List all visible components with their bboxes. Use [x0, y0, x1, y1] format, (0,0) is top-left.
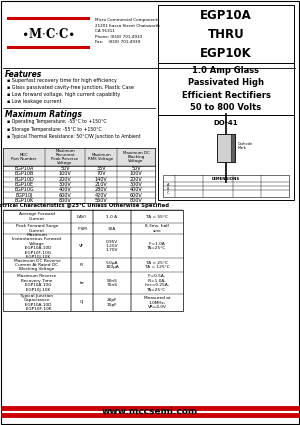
Text: C: C: [167, 191, 169, 195]
Text: EGP10E: EGP10E: [14, 182, 34, 187]
Text: IF=0.5A,
IR=1.0A,
Irec=0.25A,
TA=25°C: IF=0.5A, IR=1.0A, Irec=0.25A, TA=25°C: [144, 274, 169, 292]
Text: EGP10B: EGP10B: [14, 171, 34, 176]
Text: 20pF
15pF: 20pF 15pF: [107, 298, 117, 307]
Bar: [3, 210, 183, 311]
Text: 200V: 200V: [130, 177, 142, 182]
Text: DO-41: DO-41: [214, 120, 238, 126]
Bar: [217, 134, 235, 162]
Bar: [3, 234, 183, 258]
Text: 100V: 100V: [130, 171, 142, 176]
Text: 600V: 600V: [130, 193, 142, 198]
Text: Electrical Characteristics @25°C Unless Otherwise Specified: Electrical Characteristics @25°C Unless …: [0, 203, 169, 208]
Text: 300V: 300V: [58, 182, 71, 187]
Text: Average Forward
Current: Average Forward Current: [19, 212, 55, 221]
Text: Micro Commercial Components
21201 Itasca Street Chatsworth
CA 91311
Phone: (818): Micro Commercial Components 21201 Itasca…: [95, 18, 160, 44]
Text: 600V: 600V: [58, 193, 71, 198]
Text: EGP10A
THRU
EGP10K: EGP10A THRU EGP10K: [200, 8, 252, 60]
Bar: [158, 5, 294, 63]
Text: 1.0 Amp Glass
Passivated High
Efficient Rectifiers
50 to 800 Volts: 1.0 Amp Glass Passivated High Efficient …: [182, 66, 270, 112]
Text: 140V: 140V: [94, 177, 107, 182]
Text: Maximum
Instantaneous Forward
Voltage
  EGP10A-10D
  EGP10F-10G
  EGP10J-10K: Maximum Instantaneous Forward Voltage EG…: [13, 233, 61, 259]
Text: I(AV): I(AV): [77, 215, 87, 218]
Text: 5.0μA
100μA: 5.0μA 100μA: [105, 261, 119, 269]
Text: Features: Features: [5, 70, 42, 79]
Bar: [3, 272, 183, 294]
Text: Maximum DC Reverse
Current At Rated DC
Blocking Voltage: Maximum DC Reverse Current At Rated DC B…: [14, 258, 60, 272]
Text: 1.0 A: 1.0 A: [106, 215, 118, 218]
Bar: [3, 148, 155, 203]
Text: TA = 55°C: TA = 55°C: [146, 215, 168, 218]
Text: EGP10J: EGP10J: [15, 193, 33, 198]
Text: www.mccsemi.com: www.mccsemi.com: [102, 407, 198, 416]
Text: MCC
Part Number: MCC Part Number: [11, 153, 37, 161]
Text: 50nS
75nS: 50nS 75nS: [106, 279, 117, 287]
Text: Typical Junction
Capacitance
  EGP10A-10D
  EGP10F-10K: Typical Junction Capacitance EGP10A-10D …: [20, 294, 54, 311]
Text: EGP10K: EGP10K: [14, 198, 34, 203]
Text: 50V: 50V: [60, 166, 70, 171]
Text: A: A: [167, 183, 169, 187]
Text: Cathode
Mark: Cathode Mark: [238, 142, 253, 150]
Text: ▪ Superfast recovery time for high efficiency: ▪ Superfast recovery time for high effic…: [7, 78, 117, 83]
Text: Peak Forward Surge
Current: Peak Forward Surge Current: [16, 224, 58, 233]
Text: 0.95V
1.25V
1.70V: 0.95V 1.25V 1.70V: [106, 240, 118, 252]
Text: 35V: 35V: [96, 166, 106, 171]
Text: EGP10D: EGP10D: [14, 177, 34, 182]
Text: 70V: 70V: [96, 171, 106, 176]
Text: $\bullet$M$\cdot$C$\cdot$C$\bullet$: $\bullet$M$\cdot$C$\cdot$C$\bullet$: [21, 26, 75, 40]
Text: Maximum DC
Blocking
Voltage: Maximum DC Blocking Voltage: [123, 151, 149, 163]
Text: ▪ Storage Temperature: -55°C to +150°C: ▪ Storage Temperature: -55°C to +150°C: [7, 127, 102, 131]
Text: 400V: 400V: [58, 187, 71, 192]
Text: ▪ Typical Thermal Resistance: 50°C/W Junction to Ambient: ▪ Typical Thermal Resistance: 50°C/W Jun…: [7, 134, 140, 139]
Text: ▪ Operating Temperature: -55°C to +150°C: ▪ Operating Temperature: -55°C to +150°C: [7, 119, 106, 124]
Bar: [3, 182, 155, 187]
Text: B: B: [167, 187, 169, 191]
Text: 30A: 30A: [108, 227, 116, 230]
Text: 280V: 280V: [94, 187, 107, 192]
Text: ▪ Low forward voltage, high current capability: ▪ Low forward voltage, high current capa…: [7, 92, 120, 97]
Text: DIMENSIONS: DIMENSIONS: [212, 177, 240, 181]
Text: Maximum
RMS Voltage: Maximum RMS Voltage: [88, 153, 114, 161]
Text: ▪ Glass passivated cavity-free junction, Plastic Case: ▪ Glass passivated cavity-free junction,…: [7, 85, 134, 90]
Text: 8.3ms, half
sine: 8.3ms, half sine: [145, 224, 169, 233]
Text: trr: trr: [80, 281, 85, 285]
Text: IFSM: IFSM: [77, 227, 87, 230]
Text: EGP10A: EGP10A: [14, 166, 34, 171]
Text: EGP10G: EGP10G: [14, 187, 34, 192]
Text: Maximum Ratings: Maximum Ratings: [5, 110, 82, 119]
Text: 300V: 300V: [130, 182, 142, 187]
Bar: [158, 63, 294, 115]
Text: Maximum Reverse
Recovery Time
  EGP10A-10G
  EGP10J-10K: Maximum Reverse Recovery Time EGP10A-10G…: [17, 274, 57, 292]
Bar: [158, 115, 294, 200]
Text: 50V: 50V: [131, 166, 141, 171]
Text: CJ: CJ: [80, 300, 84, 304]
Bar: [3, 148, 155, 166]
Bar: [3, 193, 155, 198]
Text: VF: VF: [80, 244, 85, 248]
Bar: [3, 210, 183, 223]
Text: Maximum
Recurrent
Peak Reverse
Voltage: Maximum Recurrent Peak Reverse Voltage: [51, 149, 79, 165]
Text: IF=1.0A
TA=25°C: IF=1.0A TA=25°C: [147, 242, 167, 250]
Bar: [3, 171, 155, 176]
Text: 560V: 560V: [94, 198, 107, 203]
Text: 420V: 420V: [94, 193, 107, 198]
Text: 200V: 200V: [58, 177, 71, 182]
Text: 210V: 210V: [94, 182, 107, 187]
Text: Measured at
1.0MHz,
VR=4.0V: Measured at 1.0MHz, VR=4.0V: [144, 296, 170, 309]
Bar: [231, 134, 235, 162]
Text: ▪ Low leakage current: ▪ Low leakage current: [7, 99, 62, 104]
Text: 100V: 100V: [58, 171, 71, 176]
Bar: [163, 175, 289, 197]
Text: 800V: 800V: [58, 198, 71, 203]
Text: IR: IR: [80, 263, 84, 267]
Text: TA = 25°C
TA = 125°C: TA = 25°C TA = 125°C: [145, 261, 169, 269]
Text: 800V: 800V: [130, 198, 142, 203]
Text: 400V: 400V: [130, 187, 142, 192]
